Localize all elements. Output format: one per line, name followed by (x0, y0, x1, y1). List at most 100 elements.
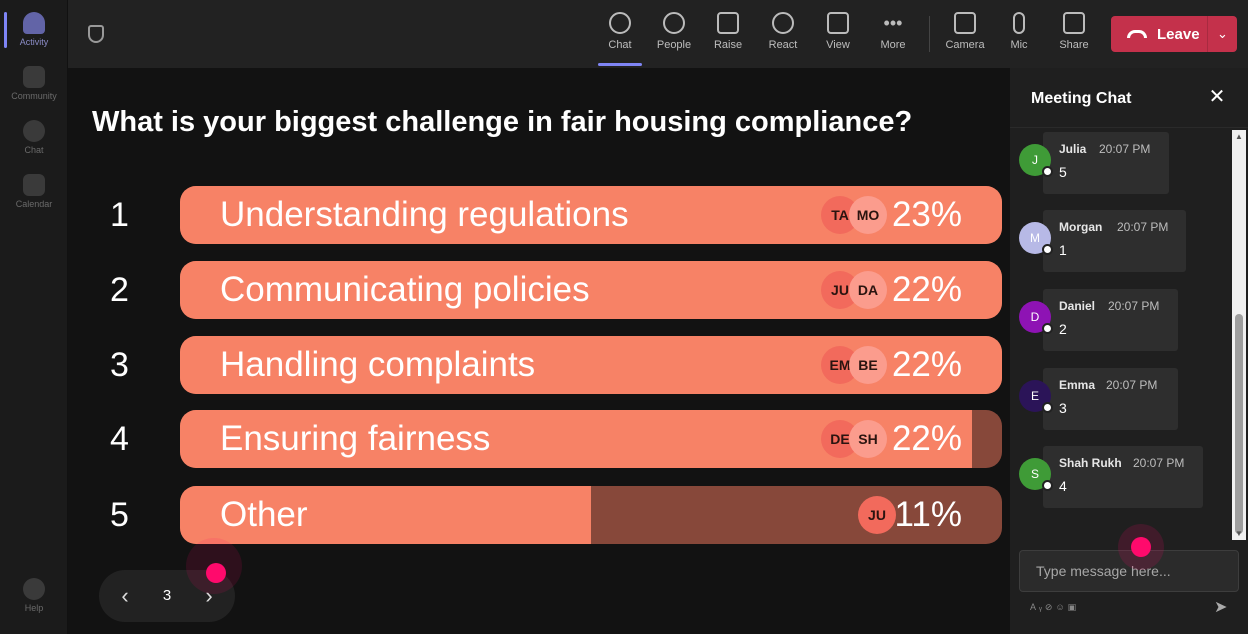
sender-name: Shah Rukh (1059, 456, 1122, 470)
message-bubble: Daniel 20:07 PM 2 (1043, 289, 1178, 351)
poll-question: What is your biggest challenge in fair h… (92, 106, 913, 138)
people-icon (663, 12, 685, 34)
rail-item-activity[interactable]: Activity (0, 12, 68, 64)
scroll-thumb[interactable] (1235, 314, 1243, 534)
poll-option: 2 Communicating policies JU DA 22% (90, 261, 1002, 319)
toolbar-divider (929, 16, 930, 52)
raise-hand-button[interactable]: Raise (703, 10, 753, 62)
option-number: 1 (110, 196, 129, 234)
poll-option: 1 Understanding regulations TA MO 23% (90, 186, 1002, 244)
chat-title: Meeting Chat (1031, 90, 1132, 107)
bell-icon (23, 12, 45, 34)
option-percent: 22% (891, 270, 962, 309)
rail-label: Community (11, 91, 57, 101)
option-percent: 22% (891, 345, 962, 384)
rail-item-community[interactable]: Community (0, 66, 68, 118)
cursor-dot (1131, 537, 1151, 557)
view-button[interactable]: View (813, 10, 863, 62)
close-icon[interactable]: ✕ (1208, 86, 1226, 108)
mic-button[interactable]: Mic (994, 10, 1044, 62)
share-label: Share (1059, 39, 1089, 51)
option-number: 2 (110, 271, 129, 309)
message-text: 3 (1059, 400, 1067, 416)
option-percent: 23% (891, 195, 962, 234)
help-icon (23, 578, 45, 600)
format-toolbar[interactable]: Aᵧ⊘☺▣ (1030, 602, 1079, 613)
message-time: 20:07 PM (1108, 299, 1160, 313)
message-text: 1 (1059, 242, 1067, 258)
chat-scrollbar[interactable]: ▲ ▼ (1232, 130, 1246, 540)
raise-label: Raise (713, 39, 743, 51)
grid-icon (827, 12, 849, 34)
leave-button[interactable]: Leave ⌄ (1111, 16, 1237, 52)
compose-box (1019, 550, 1239, 592)
chat-label: Chat (608, 39, 632, 51)
page-number: 3 (162, 587, 172, 604)
avatar[interactable]: M (1019, 222, 1051, 254)
option-label: Ensuring fairness (220, 419, 491, 458)
message-input[interactable] (1020, 551, 1238, 591)
poll-option: 4 Ensuring fairness DE SH 22% (90, 410, 1002, 468)
option-bar: Handling complaints EM BE 22% (180, 336, 1002, 394)
camera-button[interactable]: Camera (940, 10, 990, 62)
more-label: More (880, 39, 906, 51)
phone-hangup-icon (1127, 30, 1147, 38)
format-icon[interactable]: Aᵧ (1030, 602, 1045, 612)
mic-icon (1013, 12, 1025, 34)
message-bubble: Emma 20:07 PM 3 (1043, 368, 1178, 430)
presence-status-icon (1042, 166, 1053, 177)
react-label: React (768, 39, 798, 51)
avatar[interactable]: D (1019, 301, 1051, 333)
poll-option: 5 Other JU 11% (90, 486, 1002, 544)
camera-label: Camera (945, 39, 985, 51)
more-button[interactable]: ••• More (868, 10, 918, 62)
sender-name: Daniel (1059, 299, 1096, 313)
rail-label: Help (24, 603, 44, 613)
chevron-down-icon[interactable]: ⌄ (1207, 16, 1237, 52)
scroll-down-icon[interactable]: ▼ (1235, 529, 1243, 538)
scroll-up-icon[interactable]: ▲ (1235, 132, 1243, 141)
chat-icon (23, 120, 45, 142)
presence-status-icon (1042, 244, 1053, 255)
option-bar: Communicating policies JU DA 22% (180, 261, 1002, 319)
attach-icon[interactable]: ⊘ (1044, 602, 1056, 612)
sender-name: Emma (1059, 378, 1096, 392)
chevron-left-icon[interactable]: ‹ (121, 583, 129, 608)
option-bar: Ensuring fairness DE SH 22% (180, 410, 1002, 468)
share-button[interactable]: Share (1049, 10, 1099, 62)
rail-active-indicator (4, 12, 7, 48)
camera-off-icon (954, 12, 976, 34)
cursor-dot (206, 563, 226, 583)
send-icon[interactable]: ➤ (1214, 599, 1228, 616)
presence-status-icon (1042, 323, 1053, 334)
option-number: 3 (110, 346, 129, 384)
message-text: 2 (1059, 321, 1067, 337)
rail-label: Calendar (15, 199, 53, 209)
presence-status-icon (1042, 480, 1053, 491)
message-text: 5 (1059, 164, 1067, 180)
chat-divider (1010, 127, 1248, 128)
emoji-icon[interactable]: ☺ (1055, 602, 1068, 612)
rail-item-calendar[interactable]: Calendar (0, 174, 68, 226)
avatar: DA (849, 271, 887, 309)
people-button[interactable]: People (649, 10, 699, 62)
shield-icon[interactable] (88, 25, 104, 43)
message-bubble: Shah Rukh 20:07 PM 4 (1043, 446, 1203, 508)
message-time: 20:07 PM (1106, 378, 1158, 392)
rail-item-help[interactable]: Help (0, 578, 68, 630)
poll-stage: What is your biggest challenge in fair h… (68, 68, 1010, 634)
message-bubble: Morgan 20:07 PM 1 (1043, 210, 1186, 272)
option-percent: 11% (894, 495, 962, 534)
smiley-icon (772, 12, 794, 34)
react-button[interactable]: React (758, 10, 808, 62)
option-label: Handling complaints (220, 345, 536, 384)
chat-button[interactable]: Chat (595, 10, 645, 66)
mic-label: Mic (1010, 39, 1028, 51)
option-number: 5 (110, 496, 129, 534)
rail-label: Chat (24, 145, 44, 155)
gif-icon[interactable]: ▣ (1067, 602, 1080, 612)
chevron-right-icon[interactable]: › (205, 583, 213, 608)
rail-item-chat[interactable]: Chat (0, 120, 68, 172)
option-bar: Other JU 11% (180, 486, 1002, 544)
leave-label: Leave (1157, 25, 1200, 43)
